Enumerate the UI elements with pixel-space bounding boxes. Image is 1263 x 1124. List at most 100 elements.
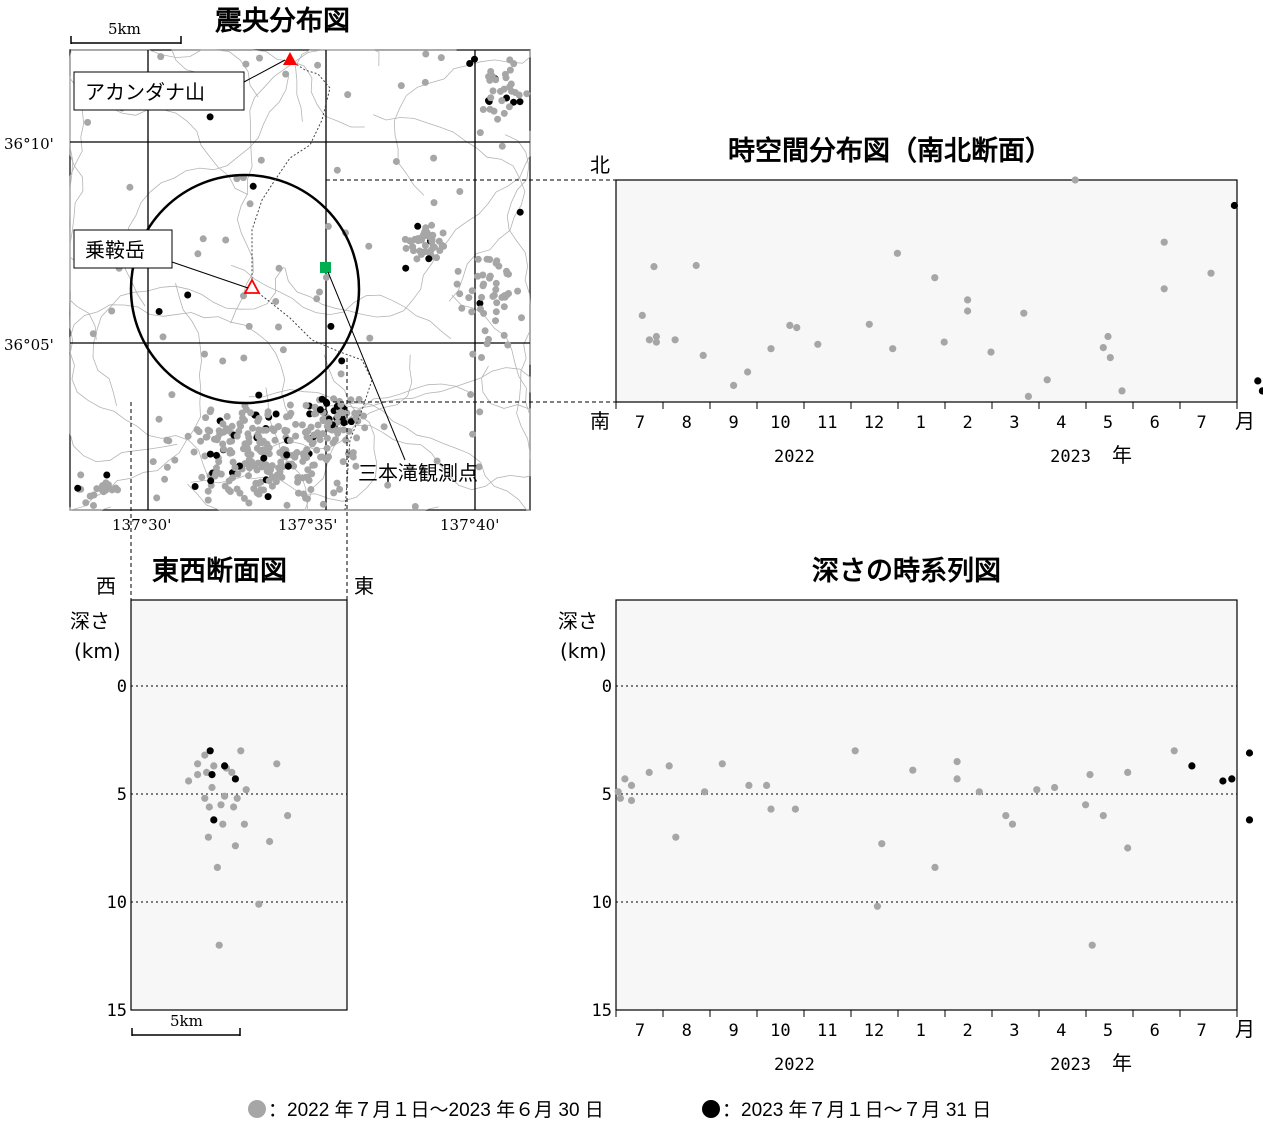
norikura-label-box [73,229,173,269]
map-epicenter [313,295,321,303]
dt-point [1245,816,1254,824]
map-epicenter [202,414,210,422]
map-epicenter [149,458,157,466]
map-epicenter [402,244,410,252]
dt-year-2022: 2022 [774,1055,815,1075]
map-epicenter [255,391,263,399]
map-epicenter [479,282,487,290]
ns-point [987,348,995,356]
map-epicenter [279,346,287,354]
map-epicenter [244,450,252,458]
map-epicenter [198,473,206,481]
map-epicenter [195,428,203,436]
map-epicenter [347,418,355,426]
map-epicenter [221,428,228,435]
ew-point [205,803,213,811]
ew-point [221,792,229,800]
map-epicenter [219,357,227,365]
contour-line [69,299,178,463]
map-epicenter [314,61,322,69]
map-epicenter [159,333,167,341]
ew-point [284,812,292,820]
dt-point [627,781,636,790]
map-epicenter [492,308,500,316]
map-epicenter [493,299,501,307]
dt-month-label: 10 [770,1021,790,1041]
contour-line [248,389,530,511]
ns-point [1160,285,1168,293]
map-epicenter [352,462,360,470]
map-epicenter [155,308,163,315]
contour-line [69,49,259,266]
map-epicenter [276,468,284,476]
map-epicenter [477,305,484,313]
map-epicenter [163,436,171,444]
map-epicenters [74,50,531,510]
map-epicenter [163,463,171,471]
map-epicenter [419,466,427,474]
dt-month-label: 8 [682,1021,692,1041]
map-epicenter [184,291,192,299]
map-epicenter [475,463,483,471]
map-epicenter [349,453,357,461]
dt-point [975,788,983,796]
map-epicenter [456,290,464,298]
map-epicenter [325,453,332,461]
ew-point [215,941,223,949]
station-label: 三本滝観測点 [358,461,478,485]
ew-point [219,820,227,828]
map-epicenter [418,250,425,258]
ew-depth-tick: 15 [107,1001,127,1021]
map-epicenter [286,401,294,409]
ew-depth-tick: 0 [117,677,127,697]
dt-point [718,760,726,768]
dt-point [672,833,680,841]
map-epicenter [319,416,327,423]
dt-depth-tick: 5 [602,785,612,805]
ew-point [208,771,216,779]
ew-point [185,777,193,785]
dt-year-2023: 2023 [1050,1055,1091,1075]
ns-point [793,324,801,332]
map-epicenter [366,334,374,342]
map-epicenter [411,235,419,243]
map-epicenter [407,464,415,472]
map-epicenter [478,354,485,361]
map-epicenter [468,308,476,316]
ew-point [221,762,229,770]
contour-line [355,331,531,491]
map-epicenter [252,479,260,487]
dt-month-label: 2 [962,1021,972,1041]
map-epicenter [254,417,262,425]
map-epicenter [427,246,435,254]
legend-black-text: ：2023 年７月１日～７月 31 日 [722,1099,991,1121]
ew-plot-area [130,599,348,1011]
map-epicenter [410,247,417,255]
map-epicenter [171,456,179,464]
ns-month-label: 11 [817,413,837,433]
ns-month-label: 5 [1103,413,1113,433]
map-epicenter [333,166,341,174]
ew-point [217,801,225,809]
map-epicenter [436,247,444,254]
map-epicenter [90,491,98,499]
map-epicenter [299,474,307,482]
legend-gray-marker [248,1100,266,1118]
map-epicenter [476,299,484,307]
map-epicenter [503,267,510,275]
map-epicenter [474,255,482,263]
dt-month-label: 6 [1150,1021,1160,1041]
dt-month-label: 11 [817,1021,837,1041]
map-epicenter [240,292,247,300]
map-epicenter [510,60,518,68]
ns-point [940,338,948,346]
ew-depth-tick: 5 [117,785,127,805]
map-epicenter [197,437,205,445]
map-epicenter [257,156,265,164]
contour-line [303,367,531,409]
norikura-summit-icon [243,278,261,294]
dt-depth-tick: 10 [592,893,612,913]
ns-month-label: 2 [962,413,972,433]
dt-point [1008,820,1017,828]
contour-line [69,304,291,491]
